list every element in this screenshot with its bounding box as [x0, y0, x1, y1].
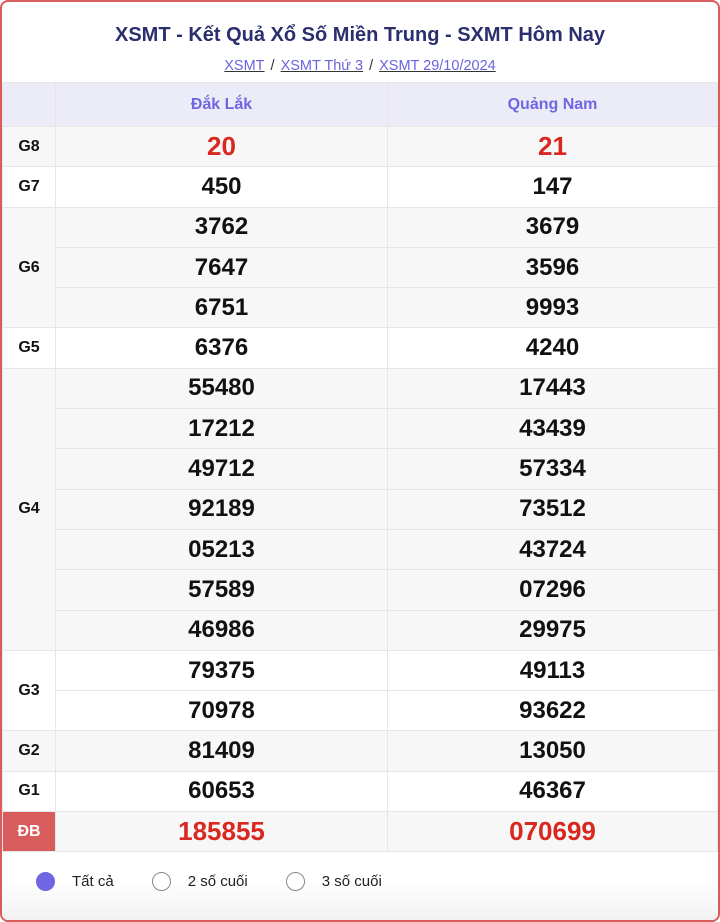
table-row: G4 55480 17443 [2, 367, 718, 651]
prize-number: 93622 [387, 690, 718, 732]
prize-number: 147 [387, 166, 718, 208]
radio-button[interactable] [36, 872, 55, 891]
prize-label: G1 [2, 770, 56, 813]
prize-label: G6 [2, 206, 56, 329]
prize-number: 3762 [55, 206, 388, 248]
table-row: G5 6376 4240 [2, 327, 718, 369]
column-header[interactable]: Quảng Nam [387, 82, 718, 127]
prize-label: G4 [2, 367, 56, 651]
prize-number: 49712 [55, 448, 388, 490]
prize-number: 450 [55, 166, 388, 208]
table-row: G8 20 21 [2, 125, 718, 168]
prize-number: 4240 [387, 327, 718, 369]
prize-number: 49113 [387, 649, 718, 692]
prize-number: 21 [387, 125, 718, 168]
table-row: 46986 29975 [3, 609, 718, 651]
prize-label: G2 [2, 730, 56, 772]
prize-number: 55480 [55, 367, 388, 410]
radio-button[interactable] [285, 872, 305, 891]
prize-number: 185855 [55, 811, 388, 853]
prize-number: 43724 [387, 528, 718, 571]
prize-number: 7647 [55, 246, 388, 289]
table-row: 49712 57334 [3, 448, 718, 490]
results-table: Đắk Lắk Quảng Nam G8 20 21 G7 450 147 G6 3762 36… [2, 82, 718, 853]
prize-number: 79375 [55, 649, 388, 692]
filter-label: Tất cả [72, 873, 114, 890]
corner-cell [2, 82, 56, 127]
prize-number: 43439 [387, 408, 718, 450]
prize-number: 81409 [55, 730, 388, 772]
prize-label: G8 [2, 125, 56, 168]
table-row: G7 450 147 [2, 166, 718, 208]
filter-label: 2 số cuối [187, 873, 248, 890]
prize-number: 73512 [387, 488, 718, 530]
filter-option[interactable]: 3 số cuối [285, 872, 382, 891]
table-row: 70978 93622 [3, 690, 718, 732]
prize-number: 13050 [387, 730, 718, 772]
table-row: 6751 9993 [3, 287, 718, 329]
prize-number: 46986 [55, 609, 388, 651]
prize-label: G7 [2, 166, 56, 208]
prize-number: 070699 [387, 811, 718, 853]
prize-number: 92189 [55, 488, 388, 530]
prize-label: G3 [2, 649, 56, 732]
breadcrumb: XSMT / XSMT Thứ 3/XSMT 29/10/2024 [224, 58, 496, 74]
prize-label: G5 [2, 327, 56, 369]
digit-filter: Tất cả 2 số cuối 3 số cuối [36, 872, 420, 891]
table-row: G3 79375 49113 [2, 649, 718, 732]
filter-option[interactable]: Tất cả [36, 872, 114, 891]
prize-label: ĐB [2, 811, 56, 853]
prize-number: 07296 [387, 569, 718, 611]
table-row: G2 81409 13050 [2, 730, 718, 772]
prize-number: 57334 [387, 448, 718, 490]
table-row: G6 3762 3679 [2, 206, 718, 329]
prize-number: 3596 [387, 246, 718, 289]
table-row: 05213 43724 [3, 528, 718, 571]
prize-number: 3679 [387, 206, 718, 248]
prize-number: 70978 [55, 690, 388, 732]
prize-number: 60653 [55, 770, 388, 813]
prize-number: 6376 [55, 327, 388, 369]
radio-button[interactable] [151, 872, 171, 891]
table-row: G1 60653 46367 [2, 770, 718, 813]
table-row: 92189 73512 [3, 488, 718, 530]
filter-label: 3 số cuối [321, 873, 382, 890]
breadcrumb-date[interactable]: XSMT 29/10/2024 [379, 58, 496, 74]
prize-number: 9993 [387, 287, 718, 329]
table-row: 17212 43439 [3, 408, 718, 450]
prize-number: 29975 [387, 609, 718, 651]
breadcrumb-xsmt[interactable]: XSMT [224, 58, 265, 74]
footer-bar [2, 880, 718, 920]
prize-number: 46367 [387, 770, 718, 813]
table-row: ĐB 185855 070699 [2, 811, 718, 853]
page-title: XSMT - Kết Quả Xổ Số Miền Trung - SXMT H… [114, 24, 606, 46]
filter-option[interactable]: 2 số cuối [151, 872, 248, 891]
column-header[interactable]: Đắk Lắk [55, 82, 388, 127]
prize-number: 6751 [55, 287, 388, 329]
prize-number: 17443 [387, 367, 718, 410]
table-row: 57589 07296 [3, 569, 718, 611]
prize-number: 05213 [55, 528, 388, 571]
prize-number: 17212 [55, 408, 388, 450]
table-row: 7647 3596 [3, 246, 718, 289]
prize-number: 20 [55, 125, 388, 168]
table-header: Đắk Lắk Quảng Nam [2, 82, 718, 127]
prize-number: 57589 [55, 569, 388, 611]
breadcrumb-xsmt-thu-3[interactable]: XSMT Thứ 3 [280, 58, 364, 74]
